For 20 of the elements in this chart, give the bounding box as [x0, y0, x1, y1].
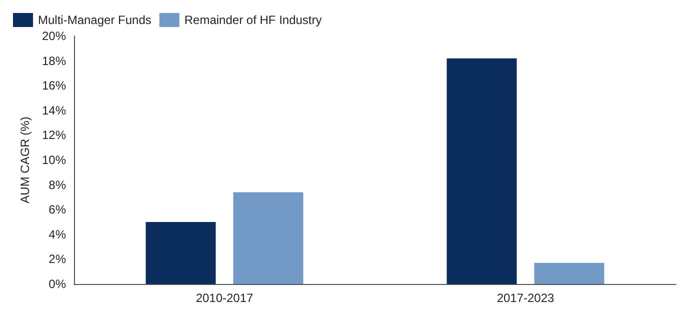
y-tick-label: 2% — [48, 252, 66, 266]
y-tick-label: 10% — [42, 153, 66, 167]
y-tick-label: 8% — [48, 178, 66, 192]
y-tick-label: 0% — [48, 277, 66, 291]
legend-label: Remainder of HF Industry — [184, 13, 322, 27]
x-tick-label: 2017-2023 — [496, 291, 555, 305]
y-tick-label: 14% — [42, 103, 66, 118]
y-tick-label: 6% — [48, 202, 66, 217]
y-tick-label: 4% — [48, 227, 66, 242]
bar — [233, 192, 304, 284]
legend-label: Multi-Manager Funds — [38, 13, 152, 27]
bar — [146, 222, 216, 284]
y-tick-label: 18% — [42, 54, 66, 68]
y-tick-label: 12% — [42, 128, 66, 142]
y-tick-label: 20% — [42, 29, 66, 43]
y-tick-label: 16% — [42, 78, 66, 93]
bar — [446, 58, 517, 284]
bar — [534, 262, 604, 284]
y-axis-title: AUM CAGR (%) — [18, 116, 32, 204]
x-tick-label: 2010-2017 — [196, 291, 254, 305]
